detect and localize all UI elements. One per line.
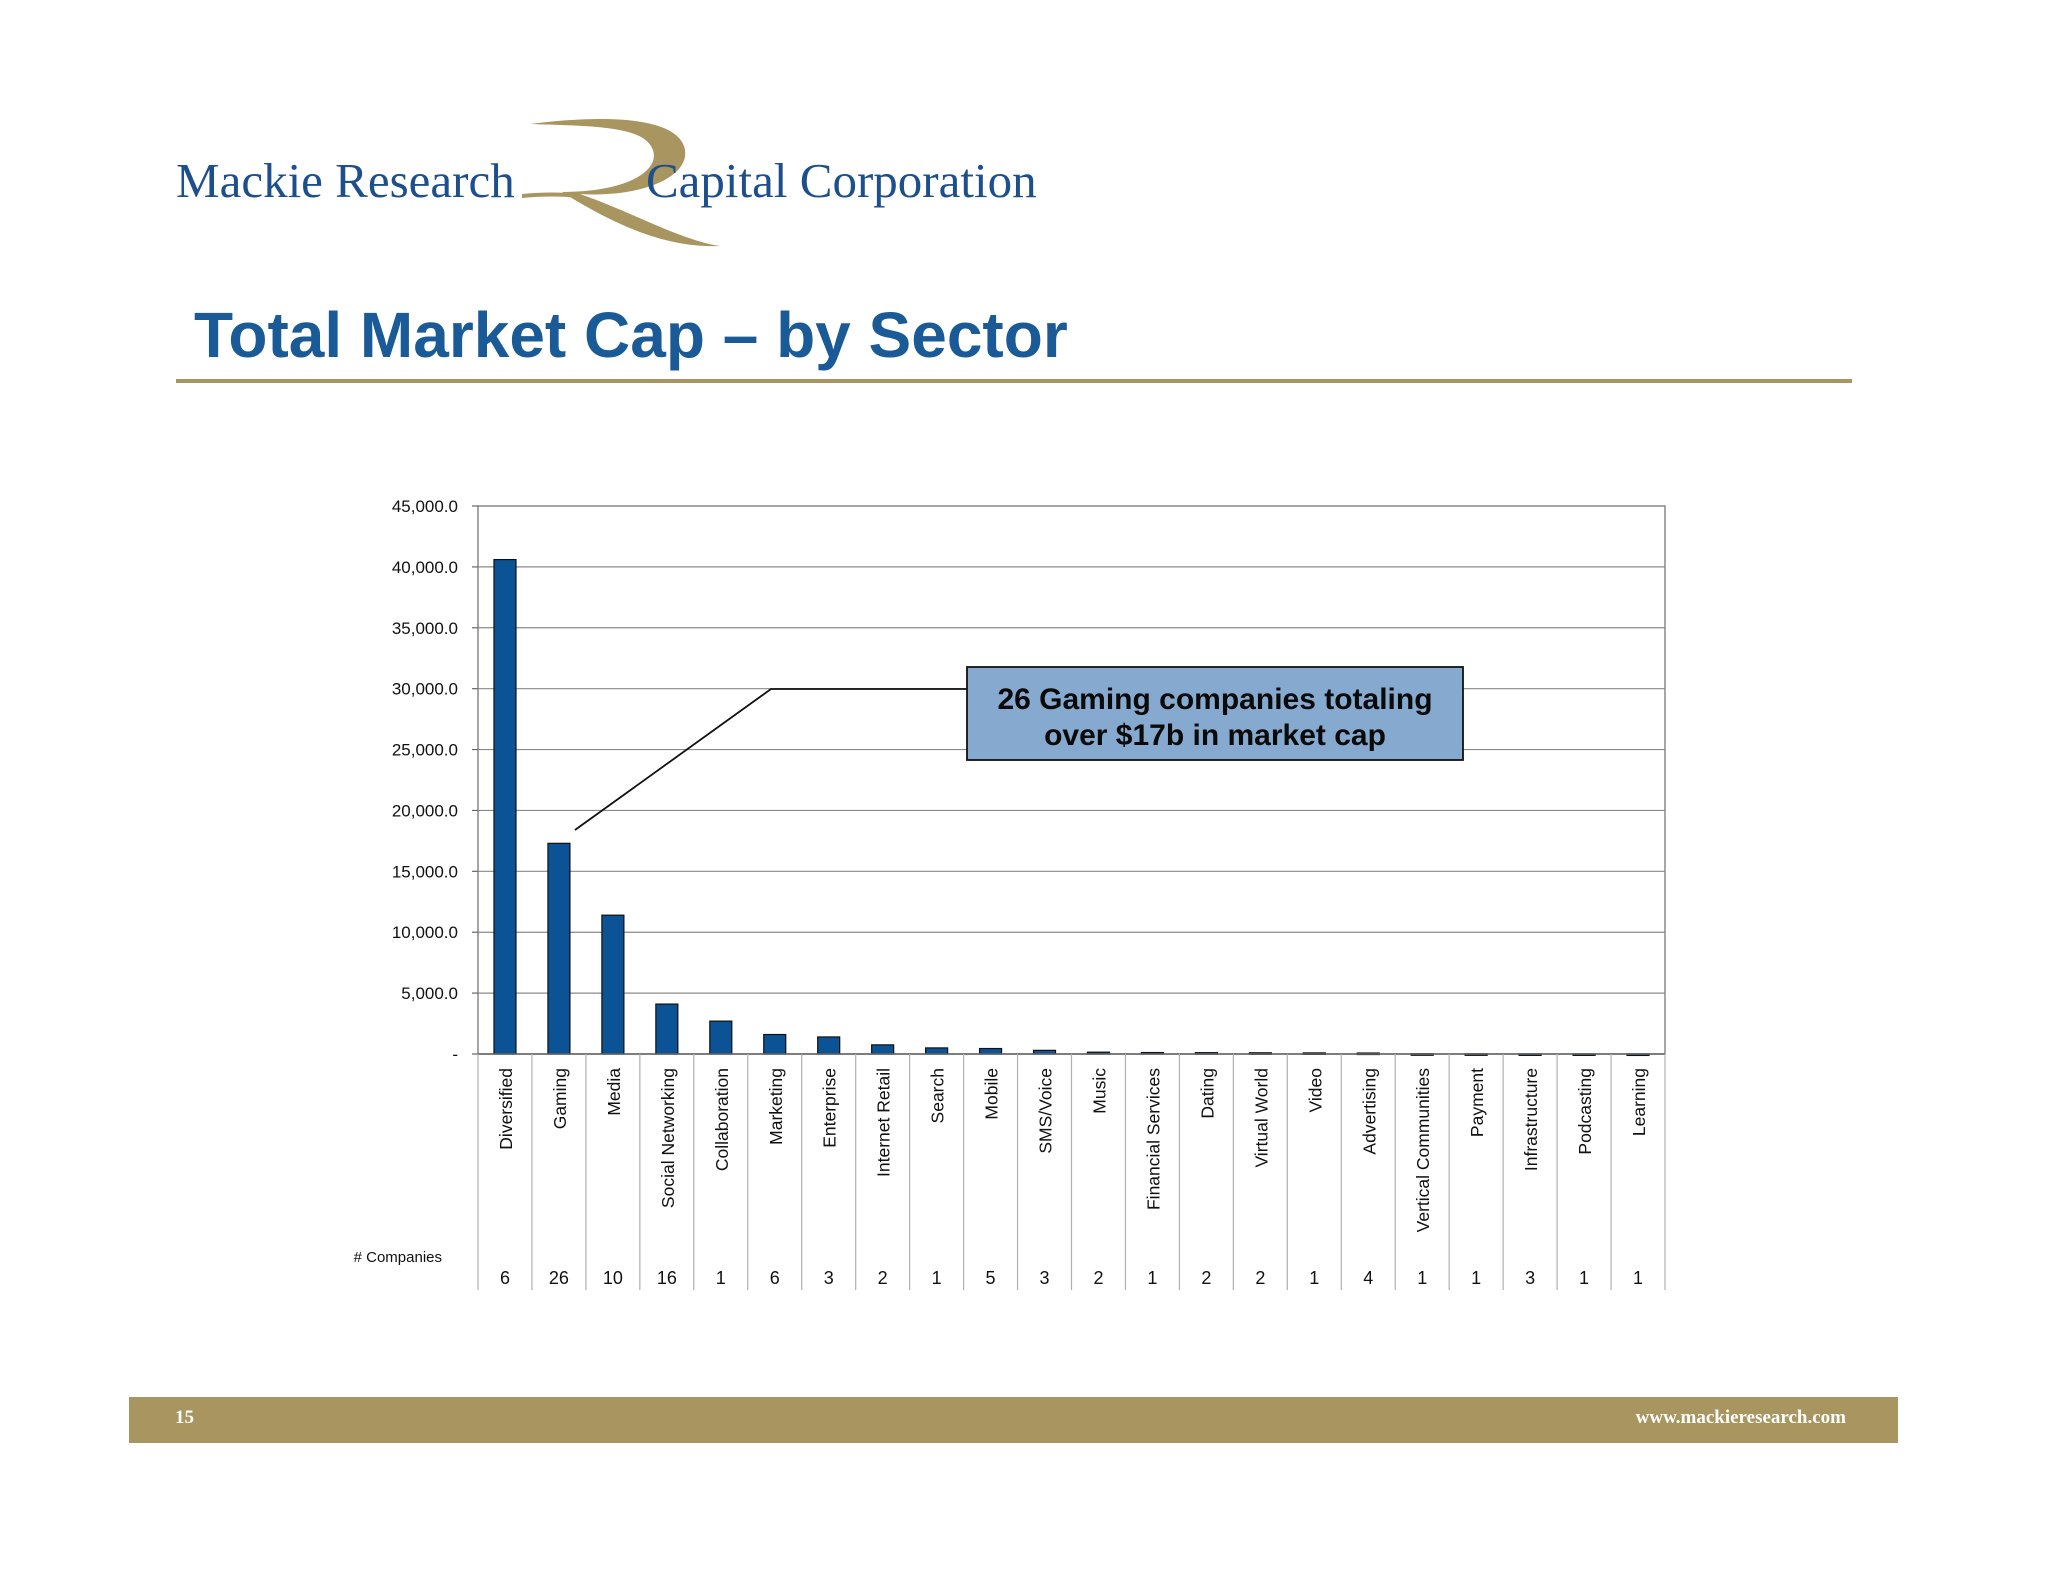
x-tick-label: Marketing — [766, 1068, 786, 1145]
company-count: 2 — [878, 1268, 888, 1288]
company-logo: Mackie Research Capital Corporation — [172, 112, 1072, 252]
x-tick-label: Learning — [1629, 1068, 1649, 1136]
slide-title: Total Market Cap – by Sector — [194, 299, 1068, 371]
y-tick-label: 30,000.0 — [392, 680, 458, 699]
y-tick-label: 15,000.0 — [392, 862, 458, 881]
x-tick-label: Search — [928, 1068, 948, 1123]
logo-text-right: Capital Corporation — [646, 153, 1037, 208]
page-number: 15 — [175, 1407, 194, 1428]
company-count: 1 — [1579, 1268, 1589, 1288]
company-count: 1 — [1633, 1268, 1643, 1288]
y-tick-label: 20,000.0 — [392, 801, 458, 820]
y-tick-label: 25,000.0 — [392, 741, 458, 760]
company-count: 3 — [1040, 1268, 1050, 1288]
y-tick-label: 40,000.0 — [392, 558, 458, 577]
bar-media — [601, 914, 625, 1055]
bar-social-networking — [655, 1003, 679, 1055]
bar-gaming — [547, 842, 571, 1055]
callout-leader-line — [574, 688, 967, 831]
company-count: 1 — [716, 1268, 726, 1288]
x-tick-label: Virtual World — [1251, 1068, 1271, 1168]
x-tick-label: Internet Retail — [874, 1068, 894, 1177]
bar-collaboration — [709, 1020, 733, 1055]
y-tick-label: 5,000.0 — [401, 984, 458, 1003]
y-tick-label: 45,000.0 — [392, 497, 458, 516]
company-count: 16 — [657, 1268, 677, 1288]
x-tick-label: Dating — [1197, 1068, 1217, 1119]
bar-internet-retail — [871, 1044, 895, 1055]
x-tick-label: Vertical Communities — [1413, 1068, 1433, 1233]
logo-r-mark — [522, 118, 720, 247]
x-tick-label: Podcasting — [1575, 1068, 1595, 1155]
x-tick-label: Collaboration — [712, 1068, 732, 1171]
companies-row-label: # Companies — [354, 1249, 442, 1266]
y-tick-label: - — [452, 1045, 458, 1064]
bar-search — [925, 1047, 949, 1055]
bar-enterprise — [817, 1036, 841, 1055]
plot-area — [477, 505, 1666, 1055]
footer-bar: 15 www.mackieresearch.com — [129, 1397, 1898, 1443]
x-tick-label: Social Networking — [658, 1068, 678, 1208]
company-count: 1 — [1471, 1268, 1481, 1288]
company-count: 2 — [1201, 1268, 1211, 1288]
x-tick-label: Financial Services — [1143, 1068, 1163, 1210]
company-count: 3 — [824, 1268, 834, 1288]
bar-mobile — [978, 1047, 1003, 1055]
x-tick-label: Mobile — [982, 1068, 1002, 1120]
company-count: 1 — [932, 1268, 942, 1288]
x-tick-label: Music — [1089, 1068, 1109, 1114]
company-count: 4 — [1363, 1268, 1373, 1288]
y-tick-label: 10,000.0 — [392, 923, 458, 942]
x-tick-label: Payment — [1467, 1068, 1487, 1137]
company-count: 10 — [603, 1268, 623, 1288]
x-tick-label: Video — [1305, 1068, 1325, 1112]
market-cap-bar-chart: - 5,000.0 10,000.0 15,000.0 20,000.0 25,000.0… — [354, 497, 1666, 1290]
company-count: 3 — [1525, 1268, 1535, 1288]
y-tick-label: 35,000.0 — [392, 619, 458, 638]
logo-text-left: Mackie Research — [176, 153, 515, 208]
bar-diversified — [493, 558, 517, 1055]
company-count: 2 — [1255, 1268, 1265, 1288]
x-tick-label: Advertising — [1359, 1068, 1379, 1155]
x-tick-label: Diversified — [496, 1068, 516, 1150]
callout-text-line1: 26 Gaming companies totaling — [997, 683, 1432, 716]
x-tick-label: Infrastructure — [1521, 1068, 1541, 1171]
title-divider — [176, 379, 1852, 383]
company-count: 6 — [770, 1268, 780, 1288]
company-count: 6 — [500, 1268, 510, 1288]
company-count: 1 — [1147, 1268, 1157, 1288]
company-count: 5 — [986, 1268, 996, 1288]
company-count: 1 — [1417, 1268, 1427, 1288]
callout-text-line2: over $17b in market cap — [1044, 719, 1386, 752]
callout-box — [966, 666, 1464, 761]
x-tick-label: Gaming — [550, 1068, 570, 1129]
bar-marketing — [763, 1033, 787, 1055]
company-count: 1 — [1309, 1268, 1319, 1288]
x-tick-label: SMS/Voice — [1036, 1068, 1056, 1154]
x-tick-label: Enterprise — [820, 1068, 840, 1148]
company-count: 2 — [1093, 1268, 1103, 1288]
x-tick-label: Media — [604, 1068, 624, 1116]
company-count: 26 — [549, 1268, 569, 1288]
website-link[interactable]: www.mackieresearch.com — [1635, 1407, 1846, 1428]
